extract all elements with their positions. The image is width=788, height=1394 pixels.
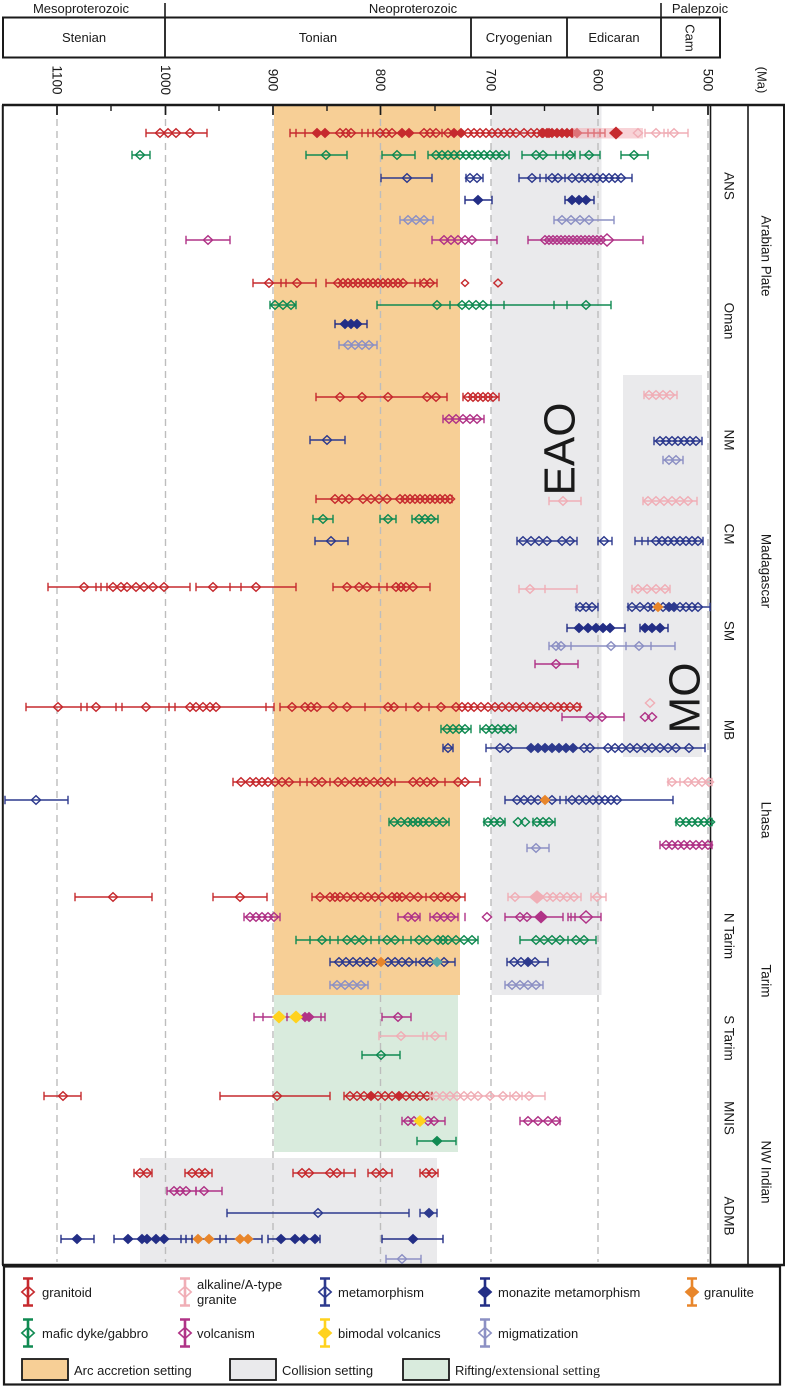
svg-text:CM: CM bbox=[722, 524, 737, 545]
svg-text:1000: 1000 bbox=[158, 65, 173, 95]
svg-text:granitoid: granitoid bbox=[42, 1285, 92, 1300]
svg-text:Oman: Oman bbox=[722, 303, 737, 340]
svg-text:mafic dyke/gabbro: mafic dyke/gabbro bbox=[42, 1326, 148, 1341]
svg-text:EAO: EAO bbox=[536, 403, 585, 496]
svg-text:Tonian: Tonian bbox=[299, 30, 337, 45]
svg-text:ANS: ANS bbox=[722, 172, 737, 200]
svg-text:1100: 1100 bbox=[50, 65, 65, 94]
svg-text:Palepzoic: Palepzoic bbox=[672, 1, 729, 16]
svg-text:Tarim: Tarim bbox=[759, 965, 774, 998]
svg-text:volcanism: volcanism bbox=[197, 1326, 255, 1341]
svg-text:granulite: granulite bbox=[704, 1285, 754, 1300]
svg-text:bimodal volcanics: bimodal volcanics bbox=[338, 1326, 441, 1341]
svg-text:Cryogenian: Cryogenian bbox=[486, 30, 553, 45]
svg-text:MNIS: MNIS bbox=[722, 1101, 737, 1135]
svg-text:Rifting/extensional setting: Rifting/extensional setting bbox=[455, 1363, 600, 1379]
svg-text:Neoproterozoic: Neoproterozoic bbox=[369, 1, 458, 16]
svg-text:Mesoproterozoic: Mesoproterozoic bbox=[33, 1, 130, 16]
svg-text:NW Indian: NW Indian bbox=[759, 1140, 774, 1203]
svg-text:Stenian: Stenian bbox=[62, 30, 106, 45]
svg-text:SM: SM bbox=[722, 621, 737, 641]
svg-text:alkaline/A-type: alkaline/A-type bbox=[197, 1277, 282, 1292]
svg-text:ADMB: ADMB bbox=[722, 1196, 737, 1235]
svg-text:metamorphism: metamorphism bbox=[338, 1285, 424, 1300]
svg-text:Edicaran: Edicaran bbox=[588, 30, 639, 45]
svg-text:900: 900 bbox=[266, 69, 281, 92]
svg-text:S Tarim: S Tarim bbox=[722, 1015, 737, 1061]
svg-text:Arabian Plate: Arabian Plate bbox=[759, 215, 774, 296]
svg-text:500: 500 bbox=[701, 69, 716, 92]
svg-text:Collision setting: Collision setting bbox=[282, 1363, 373, 1378]
svg-text:Lhasa: Lhasa bbox=[759, 802, 774, 839]
svg-text:(Ma): (Ma) bbox=[755, 67, 770, 94]
svg-text:600: 600 bbox=[591, 69, 606, 92]
svg-text:800: 800 bbox=[373, 69, 388, 92]
svg-text:Cam: Cam bbox=[683, 24, 698, 51]
svg-text:N Tarim: N Tarim bbox=[722, 913, 737, 959]
svg-text:MB: MB bbox=[722, 720, 737, 740]
svg-text:700: 700 bbox=[484, 69, 499, 92]
svg-text:NM: NM bbox=[722, 430, 737, 451]
svg-text:Madagascar: Madagascar bbox=[759, 534, 774, 609]
svg-text:migmatization: migmatization bbox=[498, 1326, 578, 1341]
svg-text:monazite metamorphism: monazite metamorphism bbox=[498, 1285, 640, 1300]
svg-text:granite: granite bbox=[197, 1292, 237, 1307]
svg-text:Arc accretion setting: Arc accretion setting bbox=[74, 1363, 192, 1378]
svg-text:MO: MO bbox=[661, 663, 710, 734]
